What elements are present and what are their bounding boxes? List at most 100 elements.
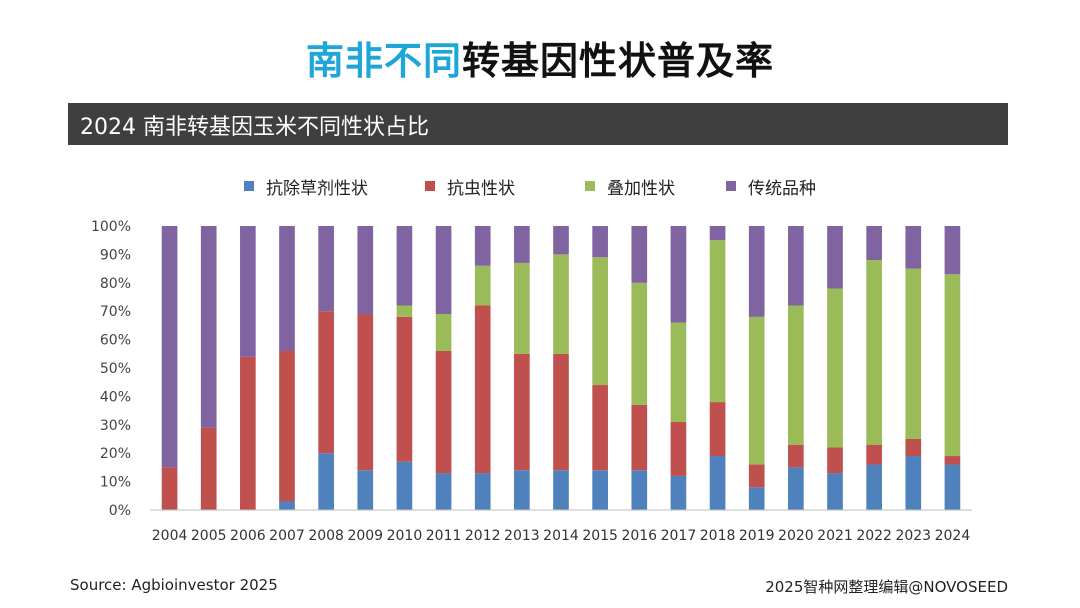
chart-banner: 2024 南非转基因玉米不同性状占比 bbox=[68, 103, 1008, 145]
bar-segment bbox=[279, 226, 295, 351]
bar-segment bbox=[709, 240, 726, 403]
bar-segment bbox=[944, 456, 961, 465]
x-tick-label: 2021 bbox=[817, 528, 853, 544]
bar-segment bbox=[396, 316, 413, 462]
bar-segment bbox=[944, 464, 961, 510]
bar-segment bbox=[866, 444, 882, 465]
bar-segment bbox=[435, 473, 452, 510]
bar-segment bbox=[279, 501, 295, 510]
bar-segment bbox=[240, 226, 256, 357]
bar-segment bbox=[357, 470, 374, 510]
x-tick-label: 2005 bbox=[191, 528, 227, 544]
stacked-bar-chart: 0%10%20%30%40%50%60%70%80%90%100%2004 200… bbox=[91, 219, 972, 544]
y-tick-label: 20% bbox=[100, 446, 131, 462]
x-tick-label: 2013 bbox=[504, 528, 540, 544]
x-tick-label: 2022 bbox=[856, 528, 892, 544]
x-tick-label: 2007 bbox=[269, 528, 305, 544]
bar-segment bbox=[788, 226, 804, 306]
bar-segment bbox=[553, 226, 569, 255]
bar-segment bbox=[435, 226, 452, 315]
x-tick-label: 2011 bbox=[426, 528, 462, 544]
bar-segment bbox=[670, 475, 687, 510]
bar-segment bbox=[357, 314, 374, 471]
bar-segment bbox=[631, 226, 648, 283]
x-tick-label: 2004 bbox=[152, 528, 188, 544]
bar-segment bbox=[514, 470, 530, 510]
bar-segment bbox=[514, 226, 530, 263]
page-title: 南非不同转基因性状普及率 bbox=[0, 30, 1080, 85]
bar-segment bbox=[631, 470, 648, 510]
bar-segment bbox=[709, 402, 726, 457]
bar-segment bbox=[200, 226, 217, 428]
bar-segment bbox=[553, 353, 569, 471]
chart-banner-text: 2024 南非转基因玉米不同性状占比 bbox=[80, 115, 429, 140]
bar-segment bbox=[318, 311, 334, 454]
bar-segment bbox=[827, 447, 843, 474]
bar-segment bbox=[631, 404, 648, 471]
bar-segment bbox=[788, 444, 804, 468]
bar-segment bbox=[240, 356, 256, 510]
bar-segment bbox=[474, 226, 491, 266]
bar-segment bbox=[592, 257, 608, 386]
bar-segment bbox=[748, 226, 765, 317]
x-tick-label: 2023 bbox=[895, 528, 931, 544]
bar-segment bbox=[592, 226, 608, 258]
credit-note: 2025智种网整理编辑@NOVOSEED bbox=[765, 578, 1008, 596]
bar-segment bbox=[944, 274, 961, 457]
bar-segment bbox=[709, 226, 726, 241]
bar-segment bbox=[866, 226, 882, 261]
x-tick-label: 2016 bbox=[621, 528, 657, 544]
chart-legend: 抗除草剂性状 抗虫性状 叠加性状 传统品种 bbox=[0, 173, 1080, 199]
legend-label: 传统品种 bbox=[748, 179, 816, 199]
bar-segment bbox=[827, 288, 843, 448]
x-tick-label: 2024 bbox=[935, 528, 971, 544]
legend-swatch bbox=[425, 181, 435, 191]
bar-segment bbox=[592, 470, 608, 510]
y-tick-label: 30% bbox=[100, 418, 131, 434]
bar-segment bbox=[670, 322, 687, 422]
y-tick-label: 40% bbox=[100, 389, 131, 405]
x-tick-label: 2020 bbox=[778, 528, 814, 544]
x-tick-label: 2006 bbox=[230, 528, 266, 544]
bar-segment bbox=[279, 350, 295, 502]
x-tick-label: 2009 bbox=[347, 528, 383, 544]
y-tick-label: 90% bbox=[100, 247, 131, 263]
bar-segment bbox=[670, 226, 687, 323]
x-tick-label: 2019 bbox=[739, 528, 775, 544]
bar-segment bbox=[474, 265, 491, 306]
bar-segment bbox=[200, 427, 217, 510]
bar-segment bbox=[161, 226, 178, 468]
bar-segment bbox=[905, 456, 922, 510]
page-title-highlight: 南非不同 bbox=[305, 39, 462, 83]
x-tick-label: 2018 bbox=[700, 528, 736, 544]
bar-segment bbox=[748, 487, 765, 510]
y-tick-label: 10% bbox=[100, 475, 131, 491]
bar-segment bbox=[944, 226, 961, 275]
bar-segment bbox=[905, 226, 922, 269]
bar-segment bbox=[161, 467, 178, 510]
legend-swatch bbox=[244, 181, 254, 191]
bar-segment bbox=[631, 282, 648, 405]
bar-segment bbox=[318, 226, 334, 312]
legend-label: 抗除草剂性状 bbox=[266, 179, 368, 199]
bar-segment bbox=[396, 461, 413, 510]
bar-segment bbox=[827, 226, 843, 289]
x-tick-label: 2010 bbox=[387, 528, 423, 544]
bar-segment bbox=[866, 464, 882, 510]
bar-segment bbox=[553, 254, 569, 354]
bar-segment bbox=[788, 467, 804, 510]
bar-segment bbox=[788, 305, 804, 445]
bar-segment bbox=[514, 353, 530, 471]
bar-segment bbox=[709, 456, 726, 510]
legend-label: 叠加性状 bbox=[607, 179, 675, 199]
bar-segment bbox=[396, 305, 413, 317]
y-tick-label: 60% bbox=[100, 333, 131, 349]
legend-swatch bbox=[726, 181, 736, 191]
bar-segment bbox=[357, 226, 374, 315]
x-tick-label: 2012 bbox=[465, 528, 501, 544]
bar-segment bbox=[396, 226, 413, 306]
bar-segment bbox=[866, 260, 882, 445]
source-note: Source: Agbioinvestor 2025 bbox=[70, 576, 278, 594]
y-tick-label: 80% bbox=[100, 276, 131, 292]
bar-segment bbox=[592, 385, 608, 471]
